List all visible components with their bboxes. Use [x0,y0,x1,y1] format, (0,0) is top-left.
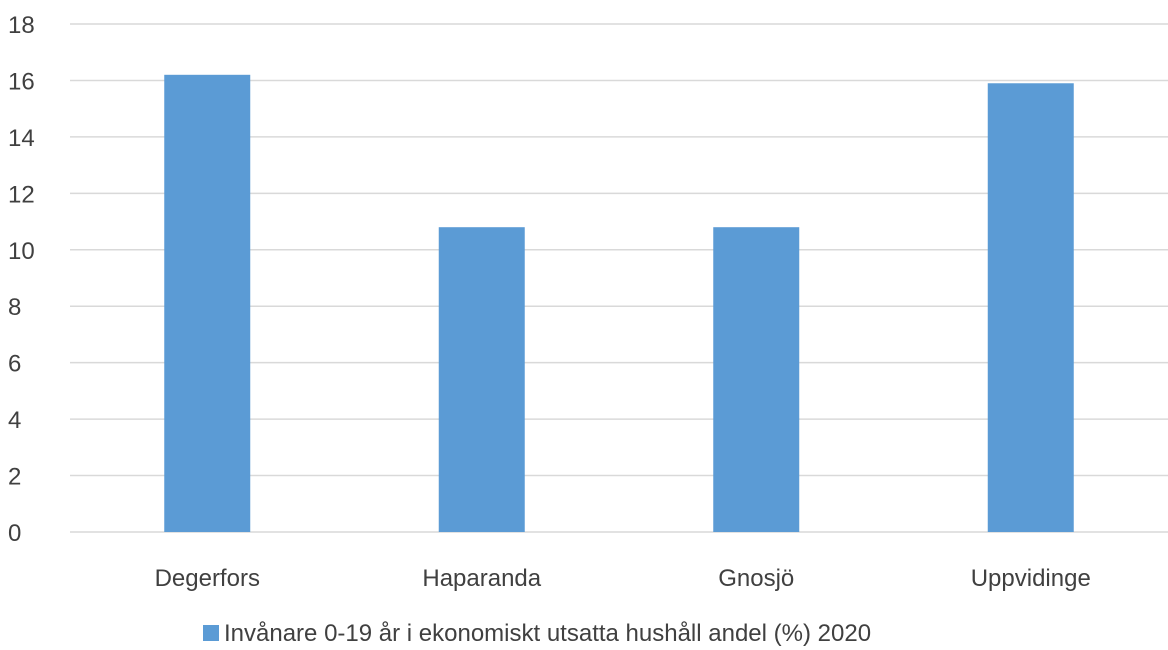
legend-swatch [203,625,219,641]
y-tick-label: 16 [8,68,35,95]
y-tick-label: 0 [8,520,21,547]
x-tick-label: Gnosjö [718,565,794,592]
legend: Invånare 0-19 år i ekonomiskt utsatta hu… [203,620,871,647]
bars [164,74,1074,533]
y-axis: 0 2 4 6 8 10 12 14 16 18 [8,12,35,547]
bar-gnosjö [713,227,800,532]
y-tick-label: 4 [8,407,21,434]
y-tick-label: 18 [8,12,35,39]
bar-haparanda [438,227,525,532]
legend-label: Invånare 0-19 år i ekonomiskt utsatta hu… [224,620,871,647]
gridlines [70,23,1168,533]
y-tick-label: 12 [8,181,35,208]
y-tick-label: 2 [8,464,21,491]
x-axis: Degerfors Haparanda Gnosjö Uppvidinge [155,565,1091,592]
bar-uppvidinge [987,83,1074,533]
x-tick-label: Uppvidinge [971,565,1091,592]
y-tick-label: 8 [8,294,21,321]
x-tick-label: Degerfors [155,565,260,592]
x-tick-label: Haparanda [422,565,541,592]
y-tick-label: 14 [8,125,35,152]
bar-degerfors [164,74,251,533]
y-tick-label: 6 [8,351,21,378]
y-tick-label: 10 [8,238,35,265]
